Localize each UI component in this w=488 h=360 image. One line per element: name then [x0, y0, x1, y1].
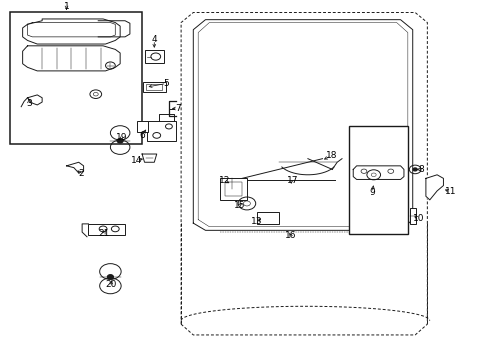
- Polygon shape: [142, 154, 157, 162]
- Text: 12: 12: [219, 176, 230, 185]
- Bar: [224, 182, 242, 196]
- Text: 13: 13: [250, 217, 262, 226]
- Text: 11: 11: [444, 187, 455, 196]
- Circle shape: [117, 139, 123, 143]
- Text: 20: 20: [105, 280, 117, 289]
- Bar: [257, 212, 278, 224]
- Polygon shape: [425, 175, 443, 200]
- Text: 1: 1: [63, 2, 69, 11]
- Bar: [137, 121, 148, 132]
- Text: 16: 16: [285, 231, 296, 240]
- Text: 21: 21: [98, 229, 109, 238]
- Text: 10: 10: [412, 214, 424, 223]
- Polygon shape: [66, 162, 83, 173]
- Circle shape: [412, 168, 416, 171]
- Bar: [409, 208, 415, 224]
- Polygon shape: [352, 166, 403, 179]
- Bar: [10, 12, 142, 144]
- Bar: [348, 126, 407, 234]
- Text: 7: 7: [175, 104, 180, 113]
- Bar: [146, 84, 162, 90]
- Text: 2: 2: [78, 169, 84, 178]
- Text: 15: 15: [233, 201, 245, 210]
- Bar: [88, 224, 125, 235]
- Text: 4: 4: [151, 35, 157, 44]
- Text: 17: 17: [286, 176, 297, 185]
- Polygon shape: [27, 95, 42, 105]
- Text: 14: 14: [130, 156, 142, 165]
- Polygon shape: [22, 19, 120, 44]
- Bar: [147, 121, 176, 141]
- Bar: [220, 178, 246, 200]
- Text: 19: 19: [116, 134, 127, 143]
- Text: 9: 9: [368, 188, 374, 197]
- Polygon shape: [22, 46, 120, 71]
- Text: 8: 8: [417, 165, 423, 174]
- Text: 5: 5: [163, 79, 169, 88]
- Text: 6: 6: [139, 131, 144, 140]
- Text: 18: 18: [325, 151, 336, 160]
- Bar: [145, 50, 163, 63]
- Bar: [142, 82, 165, 92]
- Text: 3: 3: [26, 99, 32, 108]
- Circle shape: [107, 275, 113, 279]
